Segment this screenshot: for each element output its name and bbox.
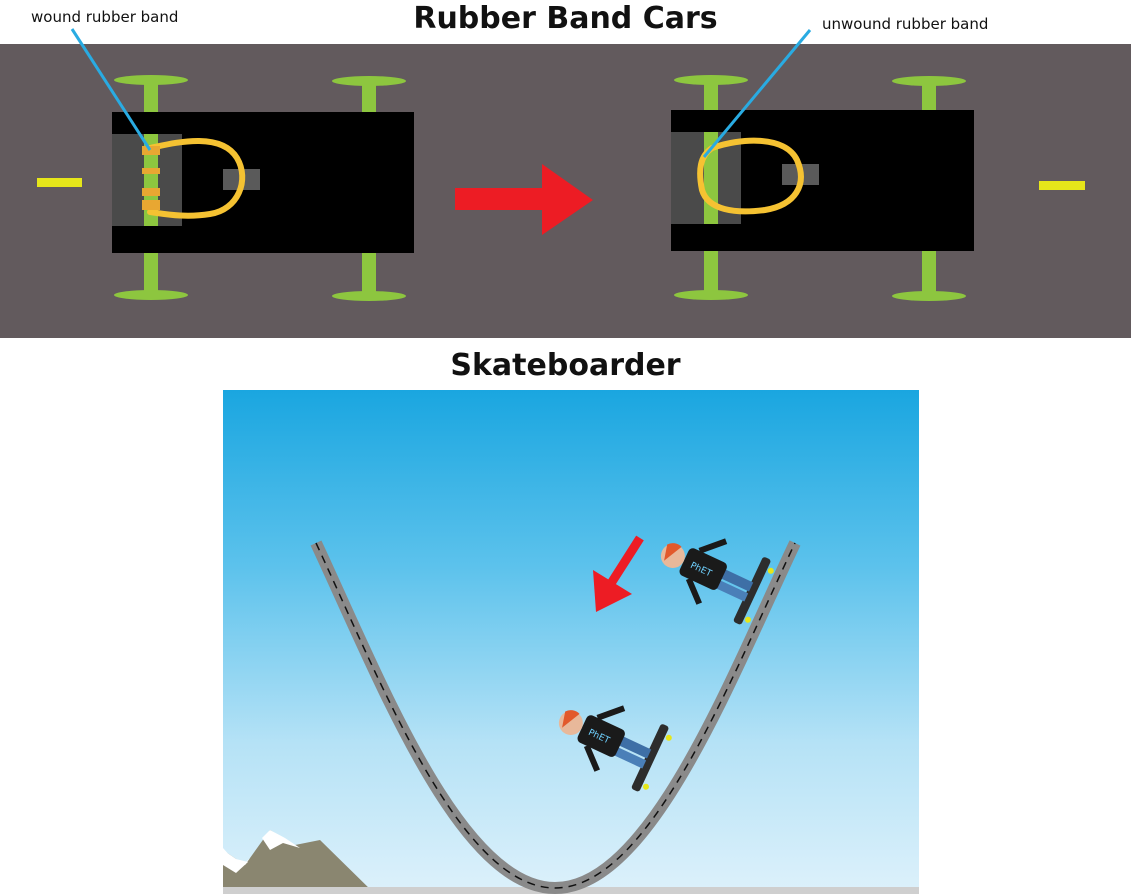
skateboarder-title: Skateboarder — [450, 348, 681, 383]
skateboarder-lower: PhET — [558, 705, 672, 792]
callout-line-wound — [70, 28, 152, 151]
wheel — [674, 290, 748, 300]
lane-marker-left — [37, 178, 82, 187]
direction-arrow-icon — [455, 164, 593, 235]
ramp-center-line — [315, 542, 796, 889]
legs — [618, 735, 652, 759]
wheel — [332, 291, 406, 301]
skateboard — [631, 724, 669, 792]
hair — [562, 710, 580, 728]
rubber-band — [697, 137, 804, 215]
rubber-band-cars-title: Rubber Band Cars — [413, 1, 718, 36]
rubber-band — [147, 137, 246, 219]
wheel — [114, 290, 188, 300]
legs — [715, 579, 749, 602]
legs — [720, 568, 754, 592]
hair — [664, 543, 682, 561]
sky — [223, 390, 919, 894]
wheel — [892, 291, 966, 301]
unwound-rubber-band-label: unwound rubber band — [822, 15, 989, 33]
callout-line-unwound — [702, 29, 812, 158]
wound-band-coils — [142, 146, 160, 210]
motion-arrow-icon — [593, 535, 644, 612]
skateboarder-upper: PhET — [660, 538, 774, 625]
board-wheel — [744, 616, 751, 623]
skateboard — [733, 557, 771, 625]
board-wheel — [767, 567, 774, 574]
wound-rubber-band-label: wound rubber band — [31, 8, 179, 26]
lane-marker-right — [1039, 181, 1085, 190]
car-wound — [70, 28, 414, 301]
rubber-band-cars-panel — [0, 28, 1131, 338]
legs — [613, 746, 647, 769]
mountains — [223, 830, 375, 894]
board-wheel — [665, 734, 672, 741]
board-wheel — [642, 783, 649, 790]
car-unwound — [671, 29, 974, 301]
